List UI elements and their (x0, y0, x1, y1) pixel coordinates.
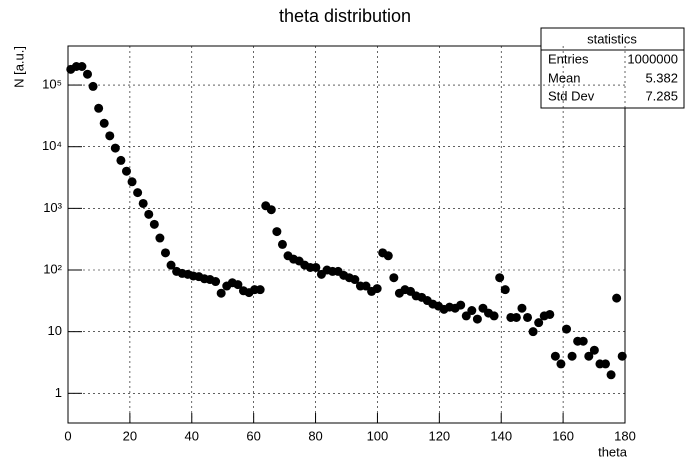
x-tick-label: 160 (552, 428, 574, 443)
data-point (155, 233, 165, 243)
data-point (584, 351, 594, 361)
data-point (88, 81, 98, 91)
data-point (166, 260, 176, 270)
data-point (562, 324, 572, 334)
data-point (517, 303, 527, 313)
x-tick-label: 40 (185, 428, 199, 443)
x-tick-label: 140 (490, 428, 512, 443)
data-point (550, 351, 560, 361)
data-point (489, 311, 499, 321)
data-point (99, 118, 109, 128)
data-point (534, 318, 544, 328)
data-point (138, 198, 148, 208)
data-point (121, 166, 131, 176)
data-point (511, 312, 521, 322)
data-point (383, 251, 393, 261)
stats-key: Std Dev (548, 88, 595, 103)
data-point (110, 143, 120, 153)
stats-value: 1000000 (627, 51, 678, 66)
y-tick-label: 10⁴ (42, 138, 62, 153)
y-tick-label: 10² (43, 261, 62, 276)
x-tick-label: 0 (64, 428, 71, 443)
y-tick-label: 10⁵ (42, 76, 62, 91)
data-point (372, 284, 382, 294)
data-point (160, 248, 170, 258)
data-point (149, 219, 159, 229)
y-axis-label: N [a.u.] (11, 46, 26, 88)
y-tick-label: 1 (55, 385, 62, 400)
data-point (523, 312, 533, 322)
data-point (500, 285, 510, 295)
data-point (127, 177, 137, 187)
data-point (311, 262, 321, 272)
data-point (116, 155, 126, 165)
data-point (350, 275, 360, 285)
data-point (233, 280, 243, 290)
data-point (216, 288, 226, 298)
data-point (601, 359, 611, 369)
data-point (567, 351, 577, 361)
data-point (211, 277, 221, 287)
data-point (77, 61, 87, 71)
data-point (133, 188, 143, 198)
x-tick-label: 120 (428, 428, 450, 443)
stats-value: 5.382 (645, 70, 678, 85)
chart-title: theta distribution (279, 6, 411, 26)
stats-key: Entries (548, 51, 589, 66)
x-tick-label: 80 (308, 428, 322, 443)
data-point (456, 300, 466, 310)
data-point (612, 293, 622, 303)
data-point (528, 327, 538, 337)
x-axis-label: theta (598, 444, 628, 459)
data-point (277, 239, 287, 249)
data-point (266, 205, 276, 215)
data-point (617, 351, 627, 361)
data-point (545, 309, 555, 319)
data-point (461, 311, 471, 321)
data-point (472, 314, 482, 324)
stats-frame (540, 27, 685, 109)
stats-box: statistics Entries 1000000 Mean 5.382 St… (540, 27, 685, 109)
data-point (82, 69, 92, 79)
data-point (105, 131, 115, 141)
data-point (606, 370, 616, 380)
stats-title: statistics (587, 31, 637, 46)
data-point (272, 227, 282, 237)
y-tick-label: 10 (48, 323, 62, 338)
data-point (467, 306, 477, 316)
x-tick-label: 180 (614, 428, 636, 443)
stats-value: 7.285 (645, 88, 678, 103)
data-point (556, 359, 566, 369)
y-tick-label: 10³ (43, 200, 62, 215)
x-tick-label: 100 (367, 428, 389, 443)
data-point (255, 285, 265, 295)
stats-key: Mean (548, 70, 581, 85)
data-point (144, 209, 154, 219)
x-tick-label: 60 (246, 428, 260, 443)
data-point (495, 273, 505, 283)
data-point (94, 103, 104, 113)
data-point (361, 281, 371, 291)
data-point (589, 345, 599, 355)
data-point (578, 336, 588, 346)
data-point (389, 273, 399, 283)
x-tick-label: 20 (123, 428, 137, 443)
